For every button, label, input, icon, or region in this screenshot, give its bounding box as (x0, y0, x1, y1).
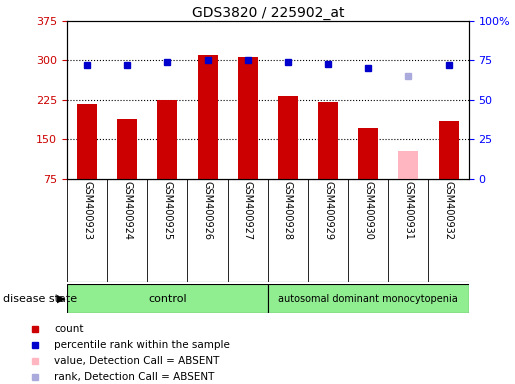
Bar (117, 119, 138, 179)
Text: GSM400924: GSM400924 (122, 180, 132, 240)
Text: GSM400926: GSM400926 (202, 180, 213, 240)
Text: GSM400931: GSM400931 (403, 180, 414, 240)
Bar (158, 100, 178, 179)
Bar (198, 55, 218, 179)
Text: rank, Detection Call = ABSENT: rank, Detection Call = ABSENT (54, 372, 215, 382)
Text: GSM400923: GSM400923 (82, 180, 92, 240)
Bar (67, 284, 268, 313)
Text: GSM400929: GSM400929 (323, 180, 333, 240)
Bar (238, 57, 258, 179)
Text: GSM400925: GSM400925 (162, 180, 173, 240)
Title: GDS3820 / 225902_at: GDS3820 / 225902_at (192, 6, 344, 20)
Bar (358, 127, 378, 179)
Bar (399, 151, 419, 179)
Bar (439, 121, 459, 179)
Text: control: control (148, 293, 187, 304)
Text: disease state: disease state (3, 293, 77, 304)
Bar (77, 104, 97, 179)
Text: GSM400927: GSM400927 (243, 180, 253, 240)
Text: GSM400932: GSM400932 (443, 180, 454, 240)
Text: value, Detection Call = ABSENT: value, Detection Call = ABSENT (54, 356, 219, 366)
Text: ▶: ▶ (57, 293, 65, 304)
Text: GSM400930: GSM400930 (363, 180, 373, 240)
Bar (318, 103, 338, 179)
Text: percentile rank within the sample: percentile rank within the sample (54, 340, 230, 350)
Bar (278, 96, 298, 179)
Bar (268, 284, 469, 313)
Text: count: count (54, 324, 83, 334)
Text: autosomal dominant monocytopenia: autosomal dominant monocytopenia (278, 293, 458, 304)
Text: GSM400928: GSM400928 (283, 180, 293, 240)
